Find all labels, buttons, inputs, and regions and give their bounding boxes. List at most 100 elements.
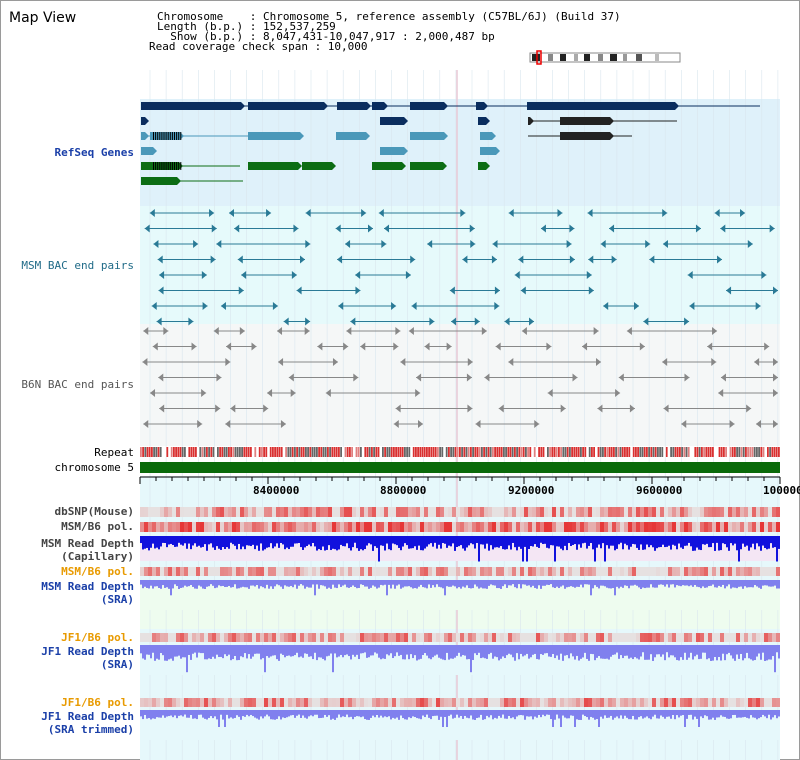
b6n-bac-pair-end <box>239 327 245 335</box>
polymorphism-bin <box>556 507 560 517</box>
read-depth-bar <box>456 536 458 548</box>
b6n-bac-pair-end <box>201 389 207 397</box>
read-depth-bar <box>368 536 370 544</box>
jf1-b6-pol-label-2[interactable]: JF1/B6 pol. <box>61 696 134 709</box>
read-depth-bar <box>724 710 726 717</box>
read-depth-bar <box>216 710 218 720</box>
b6n-bac-pair-end <box>711 358 717 366</box>
polymorphism-bin <box>628 633 632 642</box>
polymorphism-bin <box>736 698 740 707</box>
repeat-element <box>472 447 474 457</box>
read-depth-bar <box>172 710 174 718</box>
read-depth-bar <box>440 580 442 588</box>
polymorphism-bin <box>152 633 156 642</box>
read-depth-bar <box>756 580 758 587</box>
read-depth-bar <box>638 580 640 588</box>
repeat-element <box>362 447 364 457</box>
refseq-genes-label[interactable]: RefSeq Genes <box>54 146 134 159</box>
read-depth-bar <box>262 580 264 588</box>
polymorphism-bin <box>184 507 188 517</box>
msm-bac-pair-end <box>237 255 243 264</box>
polymorphism-bin <box>564 507 568 517</box>
read-depth-bar <box>520 580 522 589</box>
polymorphism-bin <box>212 698 216 707</box>
polymorphism-bin <box>204 698 208 707</box>
gene-exon <box>141 117 145 125</box>
read-depth-bar <box>300 580 302 585</box>
dbsnp-label[interactable]: dbSNP(Mouse) <box>54 505 134 518</box>
read-depth-bar <box>686 536 688 546</box>
repeat-element <box>214 447 217 457</box>
read-depth-bar <box>622 645 624 659</box>
polymorphism-bin <box>628 522 632 532</box>
read-depth-bar <box>438 580 440 587</box>
jf1-read-depth-trimmed-label[interactable]: JF1 Read Depth <box>41 710 134 723</box>
repeat-element <box>311 447 314 457</box>
msm-b6-pol-label-1[interactable]: MSM/B6 pol. <box>61 520 134 533</box>
read-depth-bar <box>154 710 156 719</box>
jf1-read-depth-sra-label[interactable]: JF1 Read Depth <box>41 645 134 658</box>
read-depth-bar <box>650 580 652 585</box>
polymorphism-bin <box>404 522 408 532</box>
repeat-element <box>630 447 633 457</box>
read-depth-bar <box>636 580 638 586</box>
read-depth-bar <box>218 580 220 586</box>
read-depth-bar <box>556 710 558 715</box>
polymorphism-bin <box>620 507 624 517</box>
polymorphism-bin <box>288 633 292 642</box>
read-depth-bar <box>250 536 252 547</box>
read-depth-bar <box>188 710 190 718</box>
polymorphism-bin <box>296 567 300 576</box>
read-depth-bar <box>222 710 224 720</box>
read-depth-bar <box>494 536 496 548</box>
polymorphism-bin <box>584 567 588 576</box>
msm-bac-pair-end <box>462 255 468 264</box>
read-depth-bar <box>174 580 176 585</box>
polymorphism-bin <box>392 633 396 642</box>
polymorphism-bin <box>684 507 688 517</box>
b6n-bac-pair-end <box>215 404 221 413</box>
polymorphism-bin <box>720 567 724 576</box>
read-depth-bar <box>496 645 498 658</box>
read-depth-bar <box>516 580 518 589</box>
polymorphism-bin <box>308 522 312 532</box>
read-depth-bar <box>256 710 258 719</box>
msm-read-depth-sra-label[interactable]: MSM Read Depth <box>41 580 134 593</box>
polymorphism-bin <box>416 522 420 532</box>
jf1-b6-pol-label-1[interactable]: JF1/B6 pol. <box>61 631 134 644</box>
ruler-tick-label: 10000000 <box>763 484 800 497</box>
repeat-element <box>690 447 692 457</box>
polymorphism-bin <box>708 633 712 642</box>
read-depth-bar <box>482 536 484 545</box>
repeat-element <box>140 447 142 457</box>
repeat-element <box>571 447 573 457</box>
read-depth-bar <box>210 580 212 585</box>
read-depth-bar <box>372 536 374 551</box>
read-depth-bar <box>584 710 586 717</box>
polymorphism-bin <box>648 507 652 517</box>
read-depth-bar <box>230 536 232 543</box>
polymorphism-bin <box>436 522 440 532</box>
polymorphism-bin <box>680 522 684 532</box>
read-depth-bar <box>504 580 506 585</box>
repeat-element <box>654 447 657 457</box>
read-depth-bar <box>554 580 556 588</box>
msm-read-depth-capillary-label[interactable]: MSM Read Depth <box>41 537 134 550</box>
repeat-element <box>731 447 734 457</box>
msm-bac-pair-end <box>684 317 690 326</box>
msm-bac-end-pairs-label[interactable]: MSM BAC end pairs <box>21 259 134 272</box>
read-depth-bar <box>294 536 296 544</box>
polymorphism-bin <box>268 567 272 576</box>
read-depth-bar <box>704 710 706 716</box>
read-depth-bar <box>350 536 352 551</box>
read-depth-bar <box>682 710 684 716</box>
polymorphism-bin <box>228 522 232 532</box>
read-depth-bar <box>144 710 146 715</box>
read-depth-bar <box>656 645 658 655</box>
msm-b6-pol-label-2[interactable]: MSM/B6 pol. <box>61 565 134 578</box>
b6n-bac-end-pairs-label[interactable]: B6N BAC end pairs <box>21 378 134 391</box>
read-depth-bar <box>440 536 442 549</box>
repeat-element <box>195 447 197 457</box>
read-depth-bar <box>410 536 412 549</box>
